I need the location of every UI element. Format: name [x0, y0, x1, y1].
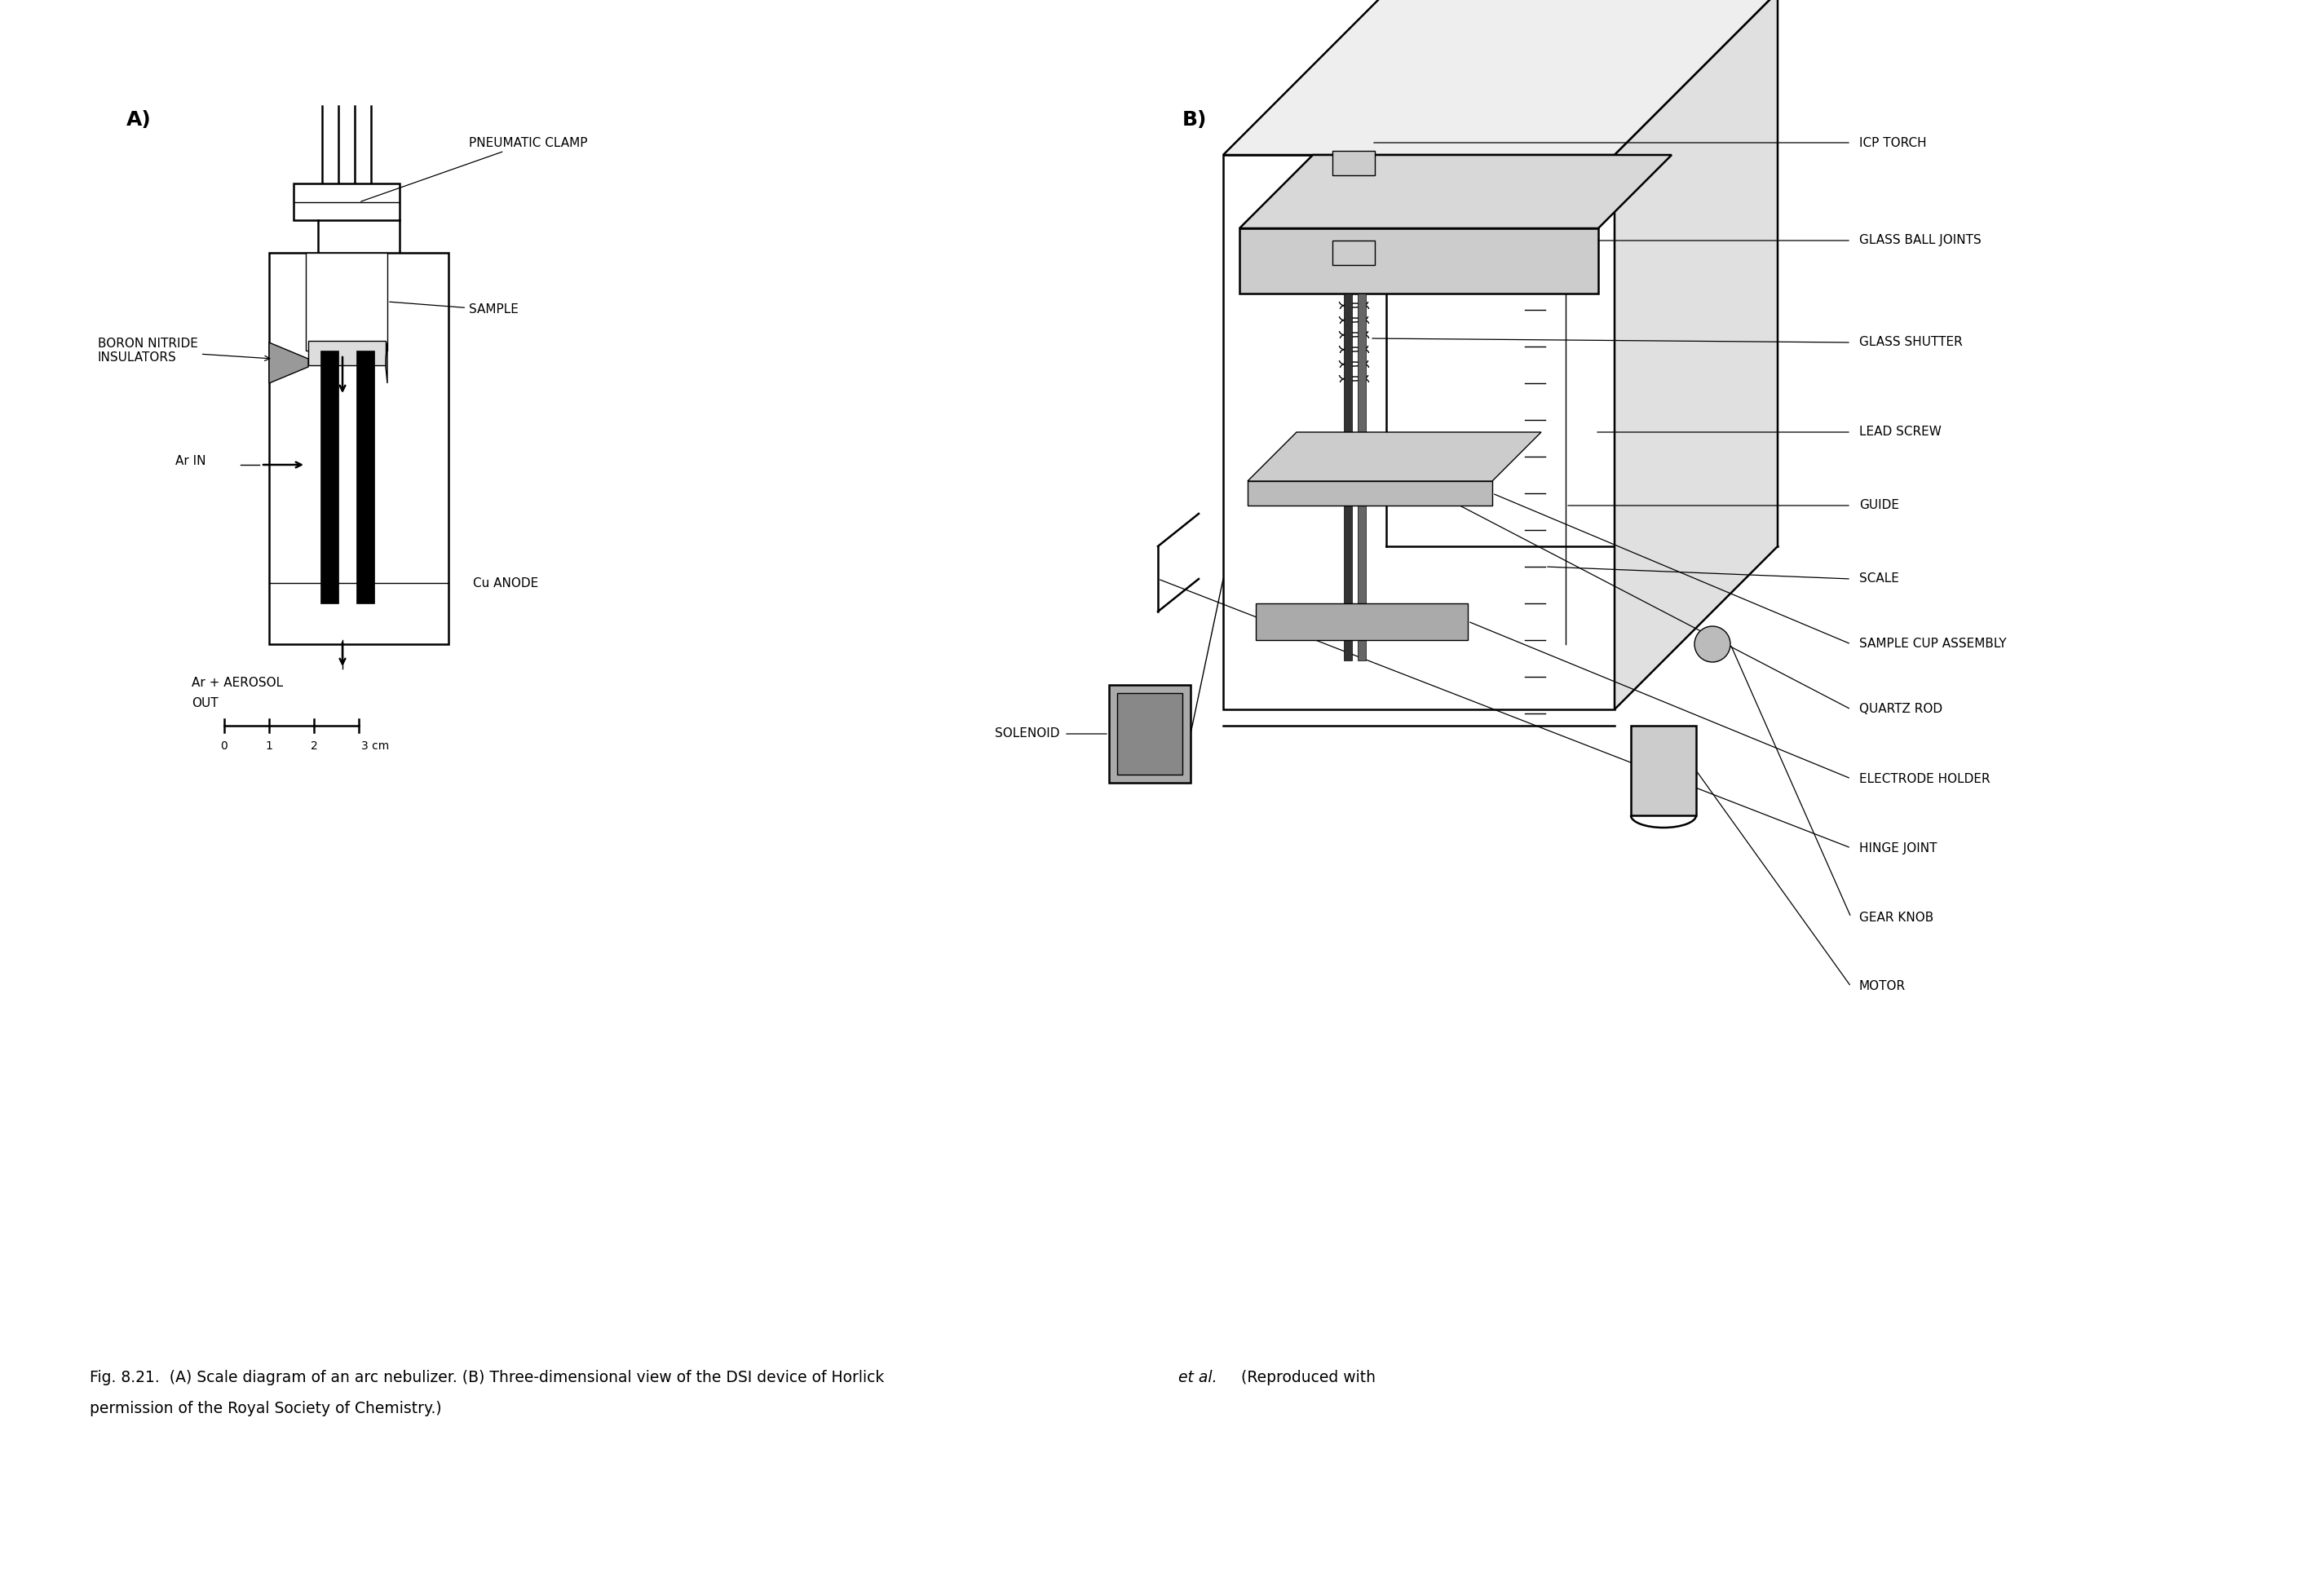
Text: Fig. 8.21.  (A) Scale diagram of an arc nebulizer. (B) Three-dimensional view of: Fig. 8.21. (A) Scale diagram of an arc n… — [91, 1371, 890, 1385]
Bar — [270, 253, 449, 644]
Text: GUIDE: GUIDE — [1859, 499, 1899, 512]
Text: B): B) — [1183, 110, 1206, 130]
Polygon shape — [1222, 154, 1615, 709]
Text: HINGE JOINT: HINGE JOINT — [1859, 841, 1938, 854]
Text: (Reproduced with: (Reproduced with — [1232, 1371, 1376, 1385]
Text: ICP TORCH: ICP TORCH — [1859, 137, 1927, 149]
Polygon shape — [1615, 0, 1778, 709]
Text: 3 cm: 3 cm — [360, 741, 388, 752]
Bar — [1343, 294, 1353, 660]
Bar — [1248, 482, 1492, 506]
Bar — [1357, 294, 1367, 660]
Text: permission of the Royal Society of Chemistry.): permission of the Royal Society of Chemi… — [91, 1401, 442, 1417]
Text: GLASS BALL JOINTS: GLASS BALL JOINTS — [1859, 234, 1982, 246]
Text: QUARTZ ROD: QUARTZ ROD — [1859, 703, 1943, 716]
Bar — [1239, 229, 1599, 294]
Bar — [1631, 725, 1697, 816]
Text: 2: 2 — [311, 741, 318, 752]
Bar — [307, 253, 388, 351]
Text: GEAR KNOB: GEAR KNOB — [1859, 911, 1934, 924]
Text: 0: 0 — [221, 741, 228, 752]
Text: Ar + AEROSOL: Ar + AEROSOL — [191, 677, 284, 688]
Polygon shape — [270, 342, 309, 383]
Text: SOLENOID: SOLENOID — [995, 728, 1060, 739]
Polygon shape — [1239, 154, 1671, 229]
Text: SCALE: SCALE — [1859, 572, 1899, 585]
Bar — [309, 340, 386, 366]
Bar — [1118, 693, 1183, 774]
Text: SAMPLE: SAMPLE — [390, 302, 518, 316]
Text: Ar IN: Ar IN — [174, 455, 207, 467]
Text: Cu ANODE: Cu ANODE — [451, 577, 539, 590]
Text: MOTOR: MOTOR — [1859, 981, 1906, 992]
Polygon shape — [1222, 0, 1778, 154]
Bar — [356, 351, 374, 603]
Text: A): A) — [125, 110, 151, 130]
Text: LEAD SCREW: LEAD SCREW — [1859, 426, 1941, 439]
Circle shape — [1694, 626, 1731, 661]
Text: OUT: OUT — [191, 696, 218, 709]
Text: SAMPLE CUP ASSEMBLY: SAMPLE CUP ASSEMBLY — [1859, 638, 2006, 650]
Polygon shape — [1248, 432, 1541, 482]
Bar — [1255, 603, 1469, 641]
Bar — [321, 351, 339, 603]
Bar — [293, 183, 400, 219]
Bar — [1332, 240, 1376, 266]
Text: BORON NITRIDE
INSULATORS: BORON NITRIDE INSULATORS — [98, 337, 270, 364]
Bar — [1109, 685, 1190, 782]
Text: PNEUMATIC CLAMP: PNEUMATIC CLAMP — [360, 137, 588, 202]
Bar — [1332, 151, 1376, 175]
Text: GLASS SHUTTER: GLASS SHUTTER — [1859, 337, 1961, 348]
Text: et al.: et al. — [1178, 1371, 1218, 1385]
Text: 1: 1 — [265, 741, 272, 752]
Text: ELECTRODE HOLDER: ELECTRODE HOLDER — [1859, 773, 1989, 785]
